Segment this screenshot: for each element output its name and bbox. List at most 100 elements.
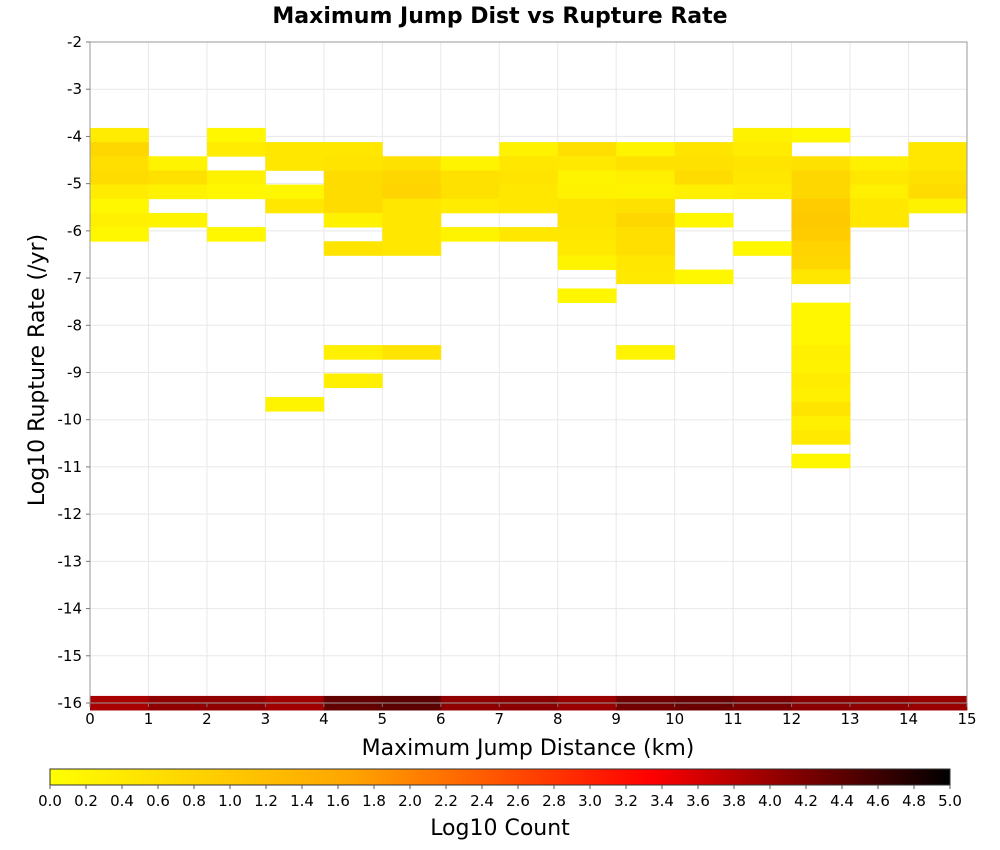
- heatmap-cell: [382, 227, 442, 242]
- y-tick-label: -11: [58, 458, 83, 476]
- heatmap-cell: [557, 212, 617, 228]
- y-tick-label: -14: [58, 600, 83, 618]
- heatmap-cell: [90, 156, 149, 171]
- colorbar-tick-label: 1.2: [254, 792, 278, 810]
- heatmap-cell: [674, 156, 734, 171]
- heatmap-cell: [440, 170, 500, 185]
- heatmap-cell: [499, 227, 559, 242]
- y-axis-ticks: -2 -3 -4 -5 -6 -7 -8 -9 -10 -11 -12 -13 -14 -15 -16: [58, 33, 90, 712]
- heatmap-cell: [206, 184, 266, 200]
- y-tick-label: -13: [58, 552, 83, 570]
- colorbar-tick-label: 3.8: [722, 792, 746, 810]
- x-tick-label: 11: [724, 710, 743, 728]
- heatmap-cell: [791, 387, 851, 403]
- heatmap-cell: [616, 255, 676, 270]
- x-tick-label: 0: [85, 710, 95, 728]
- heatmap-cell: [148, 184, 208, 200]
- heatmap-cell: [791, 401, 851, 417]
- colorbar-tick-label: 1.4: [290, 792, 314, 810]
- heatmap-cell: [791, 359, 851, 374]
- x-tick-label: 1: [144, 710, 154, 728]
- heatmap-cell: [557, 241, 617, 256]
- colorbar-tick-label: 4.6: [866, 792, 890, 810]
- y-tick-label: -8: [67, 316, 82, 334]
- heatmap-cell: [791, 345, 851, 360]
- heatmap-cell: [791, 156, 851, 171]
- heatmap-cell: [557, 142, 617, 157]
- colorbar-tick-label: 0.8: [182, 792, 206, 810]
- heatmap-cell: [674, 269, 734, 285]
- heatmap-cell: [557, 288, 617, 304]
- heatmap-cell: [206, 142, 266, 157]
- heatmap-cell: [499, 170, 559, 185]
- heatmap-cell: [323, 198, 383, 214]
- colorbar-tick-label: 2.4: [470, 792, 494, 810]
- heatmap-cell: [265, 397, 325, 412]
- x-tick-label: 7: [494, 710, 504, 728]
- heatmap-cells: [90, 127, 968, 711]
- heatmap-cell: [148, 156, 208, 171]
- y-tick-label: -5: [67, 175, 82, 193]
- heatmap-cell: [557, 170, 617, 185]
- x-tick-label: 10: [665, 710, 684, 728]
- colorbar-tick-label: 3.6: [686, 792, 710, 810]
- y-tick-label: -2: [67, 33, 82, 51]
- heatmap-cell: [557, 227, 617, 242]
- heatmap-cell: [733, 184, 792, 200]
- colorbar-tick-label: 3.4: [650, 792, 674, 810]
- heatmap-cell: [382, 198, 442, 214]
- heatmap-cell: [90, 142, 149, 157]
- heatmap-cell: [791, 453, 851, 469]
- x-tick-label: 5: [378, 710, 388, 728]
- colorbar-tick-label: 0.6: [146, 792, 170, 810]
- heatmap-cell: [616, 345, 676, 360]
- heatmap-cell: [440, 227, 500, 242]
- y-tick-label: -3: [67, 80, 82, 98]
- heatmap-cell: [382, 156, 442, 171]
- heatmap-cell: [499, 142, 559, 157]
- heatmap-cell: [791, 198, 851, 214]
- heatmap-cell: [323, 142, 383, 157]
- colorbar-tick-label: 1.6: [326, 792, 350, 810]
- colorbar-tick-label: 0.2: [74, 792, 98, 810]
- heatmap-cell: [616, 241, 676, 256]
- heatmap-cell: [674, 142, 734, 157]
- heatmap-cell: [733, 156, 792, 171]
- x-tick-label: 4: [319, 710, 329, 728]
- heatmap-cell: [499, 184, 559, 200]
- y-tick-label: -16: [58, 694, 83, 712]
- colorbar-tick-label: 2.0: [398, 792, 422, 810]
- x-tick-label: 15: [957, 710, 976, 728]
- heatmap-cell: [791, 241, 851, 256]
- y-tick-label: -4: [67, 127, 82, 145]
- heatmap-cell: [791, 330, 851, 346]
- heatmap-cell: [616, 142, 676, 157]
- heatmap-cell: [90, 198, 149, 214]
- heatmap-cell: [908, 156, 968, 171]
- heatmap-cell: [90, 227, 149, 242]
- heatmap-cell: [148, 212, 208, 228]
- heatmap-cell: [90, 127, 149, 143]
- x-tick-label: 13: [841, 710, 860, 728]
- colorbar-title: Log10 Count: [430, 816, 570, 841]
- heatmap-cell: [148, 170, 208, 185]
- heatmap-cell: [791, 415, 851, 431]
- heatmap-cell: [791, 127, 851, 143]
- heatmap-cell: [791, 302, 851, 318]
- colorbar-tick-label: 2.8: [542, 792, 566, 810]
- heatmap-cell: [850, 156, 909, 171]
- heatmap-cell: [850, 184, 909, 200]
- heatmap-cell: [908, 142, 968, 157]
- heatmap-cell: [850, 198, 909, 214]
- heatmap-cell: [206, 127, 266, 143]
- heatmap-cell: [382, 184, 442, 200]
- heatmap-cell: [323, 156, 383, 171]
- colorbar-tick-label: 1.8: [362, 792, 386, 810]
- heatmap-cell: [265, 156, 325, 171]
- x-tick-label: 9: [611, 710, 621, 728]
- heatmap-cell: [382, 345, 442, 360]
- heatmap-cell: [733, 170, 792, 185]
- x-tick-label: 12: [782, 710, 801, 728]
- y-tick-label: -12: [58, 505, 83, 523]
- heatmap-cell: [791, 316, 851, 332]
